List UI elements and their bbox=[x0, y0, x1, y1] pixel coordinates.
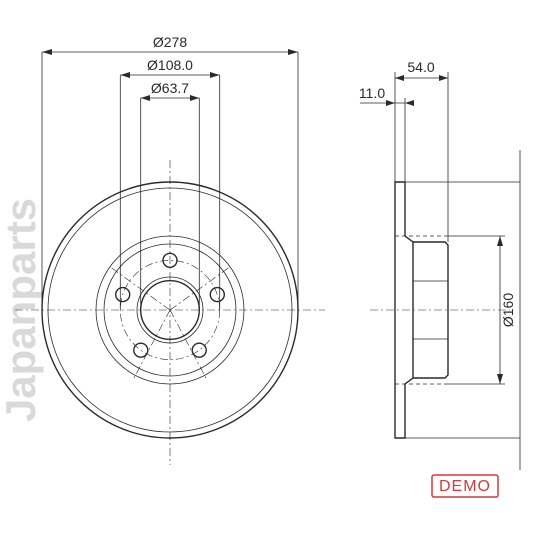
arrow-icon bbox=[439, 75, 448, 81]
arrow-icon bbox=[210, 72, 220, 78]
demo-text: DEMO bbox=[439, 478, 491, 495]
arrow-icon bbox=[190, 95, 199, 101]
dim-outer: Ø278 bbox=[153, 34, 187, 50]
dim-thick: 11.0 bbox=[359, 85, 385, 101]
drawing-canvas: Japanparts bbox=[0, 0, 540, 540]
dim-hat: Ø160 bbox=[500, 293, 516, 327]
dim-depth: 54.0 bbox=[407, 59, 434, 75]
arrow-icon bbox=[497, 236, 503, 246]
dim-bcd: Ø108.0 bbox=[147, 57, 193, 73]
dim-bore: Ø63.7 bbox=[151, 80, 189, 96]
arrow-icon bbox=[288, 49, 298, 55]
arrow-icon bbox=[405, 100, 414, 106]
arrow-icon bbox=[141, 95, 150, 101]
arrow-icon bbox=[42, 49, 52, 55]
demo-badge: DEMO bbox=[432, 475, 498, 497]
arrow-icon bbox=[497, 374, 503, 384]
front-view bbox=[15, 160, 325, 465]
arrow-icon bbox=[120, 72, 130, 78]
side-view bbox=[370, 182, 510, 438]
arrow-icon bbox=[386, 100, 395, 106]
side-dimensions: 54.0 11.0 Ø160 bbox=[359, 59, 520, 470]
bolt-hole-icon bbox=[134, 343, 148, 357]
bolt-hole-icon bbox=[210, 288, 224, 302]
arrow-icon bbox=[395, 75, 404, 81]
bolt-hole-icon bbox=[192, 343, 206, 357]
